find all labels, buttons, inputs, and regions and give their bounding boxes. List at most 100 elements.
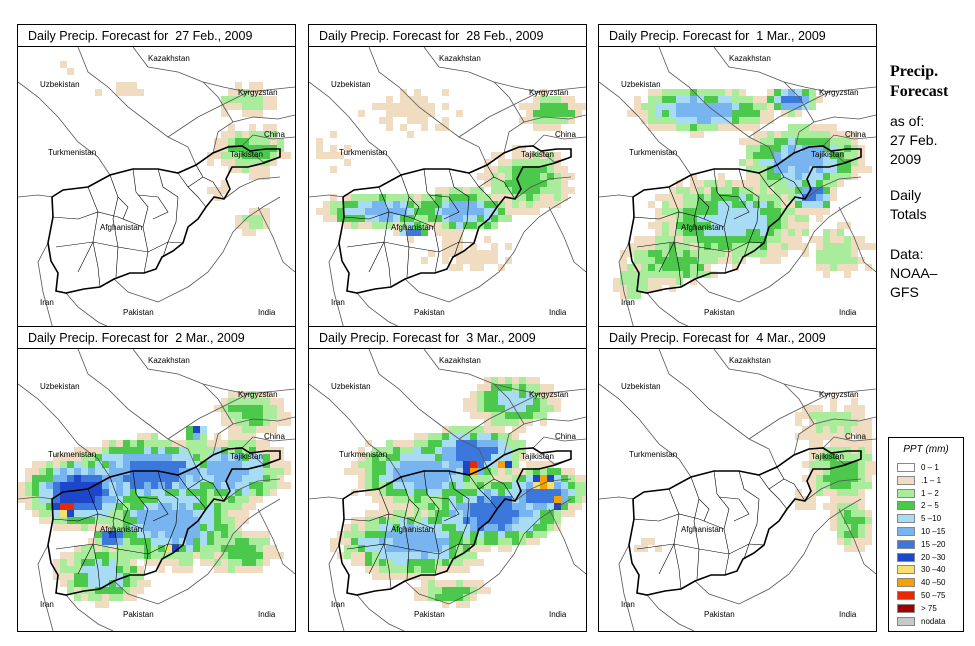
precip-cell — [130, 531, 137, 538]
precip-cell — [498, 377, 505, 384]
precip-cell — [365, 517, 372, 524]
precip-cell — [165, 468, 172, 475]
precip-cell — [746, 243, 753, 250]
precip-cell — [463, 447, 470, 454]
precip-cell — [781, 201, 788, 208]
precip-cell — [844, 138, 851, 145]
precip-cell — [865, 468, 872, 475]
precip-cell — [428, 433, 435, 440]
precip-cell — [249, 110, 256, 117]
precip-cell — [207, 482, 214, 489]
precip-cell — [116, 594, 123, 601]
precip-cell — [718, 257, 725, 264]
precip-cell — [172, 531, 179, 538]
precip-cell — [270, 398, 277, 405]
precip-cell — [32, 482, 39, 489]
precip-cell — [393, 194, 400, 201]
precip-cell — [823, 433, 830, 440]
precip-cell — [379, 201, 386, 208]
forecast-panel: Daily Precip. Forecast for 2 Mar., 2009 … — [17, 326, 296, 632]
precip-cell — [228, 482, 235, 489]
precip-cell — [53, 496, 60, 503]
precip-cell — [400, 503, 407, 510]
precip-cell — [547, 482, 554, 489]
precip-cell — [249, 475, 256, 482]
precip-cell — [512, 180, 519, 187]
precip-cell — [844, 419, 851, 426]
precip-cell — [837, 152, 844, 159]
precip-cell — [816, 187, 823, 194]
precip-cell — [109, 587, 116, 594]
precip-cell — [193, 482, 200, 489]
country-border — [783, 383, 815, 425]
precip-cell — [477, 489, 484, 496]
precip-cell — [662, 271, 669, 278]
precip-cell — [228, 475, 235, 482]
precip-cell — [540, 496, 547, 503]
precip-cell — [795, 222, 802, 229]
precip-cell — [351, 524, 358, 531]
precip-cell — [421, 454, 428, 461]
precip-cell — [795, 173, 802, 180]
precip-cell — [249, 433, 256, 440]
precip-cell — [414, 524, 421, 531]
precip-cell — [484, 468, 491, 475]
precip-cell — [788, 187, 795, 194]
precip-cell — [67, 559, 74, 566]
province-border — [162, 241, 169, 258]
precip-cell — [263, 426, 270, 433]
precip-cell — [74, 573, 81, 580]
precip-cell — [60, 580, 67, 587]
precip-cell — [809, 96, 816, 103]
precip-cell — [330, 145, 337, 152]
province-border — [400, 476, 410, 580]
precip-cell — [774, 138, 781, 145]
precip-cell — [235, 166, 242, 173]
precip-cell — [144, 545, 151, 552]
country-border — [599, 81, 692, 176]
precip-cell — [442, 433, 449, 440]
province-border — [738, 168, 760, 243]
precip-cell — [816, 236, 823, 243]
precip-cell — [365, 538, 372, 545]
precip-cell — [760, 194, 767, 201]
precip-cell — [316, 152, 323, 159]
precip-cell — [641, 250, 648, 257]
precip-cell — [186, 510, 193, 517]
precip-cell — [337, 201, 344, 208]
precip-cell — [179, 510, 186, 517]
precip-cell — [547, 180, 554, 187]
precip-cell — [554, 475, 561, 482]
precip-cell — [193, 454, 200, 461]
precip-cell — [851, 468, 858, 475]
precip-cell — [470, 398, 477, 405]
precip-cell — [746, 124, 753, 131]
precip-cell — [718, 180, 725, 187]
precip-cell — [435, 475, 442, 482]
precip-cell — [284, 419, 291, 426]
precip-cell — [144, 517, 151, 524]
precip-cell — [477, 405, 484, 412]
precip-cell — [858, 510, 865, 517]
precip-cell — [774, 243, 781, 250]
precip-cell — [74, 552, 81, 559]
precip-cell — [512, 454, 519, 461]
province-border — [157, 168, 179, 243]
map-label-kazakhstan: Kazakhstan — [729, 54, 771, 63]
precip-cell — [242, 440, 249, 447]
precip-cell — [449, 222, 456, 229]
precip-cell — [158, 454, 165, 461]
precip-cell — [172, 468, 179, 475]
precip-cell — [74, 524, 81, 531]
precip-cell — [228, 454, 235, 461]
precip-cell — [711, 124, 718, 131]
precip-cell — [123, 517, 130, 524]
precip-cell — [414, 208, 421, 215]
precip-cell — [228, 496, 235, 503]
precip-cell — [165, 503, 172, 510]
precip-cell — [795, 215, 802, 222]
precip-cell — [561, 103, 568, 110]
precip-cell — [519, 496, 526, 503]
precip-cell — [767, 250, 774, 257]
precip-cell — [669, 264, 676, 271]
